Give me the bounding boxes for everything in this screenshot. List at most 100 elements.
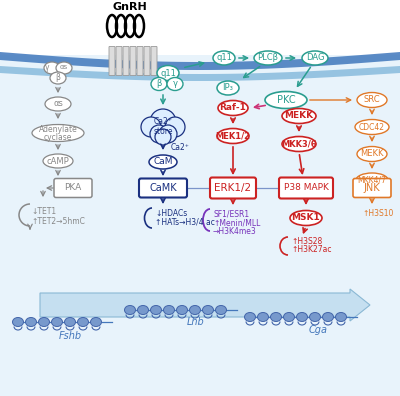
Ellipse shape	[213, 51, 235, 65]
Text: αs: αs	[53, 99, 63, 109]
Text: ↓TET1: ↓TET1	[31, 208, 56, 217]
Text: Raf-1: Raf-1	[220, 103, 246, 112]
Ellipse shape	[190, 305, 200, 314]
Circle shape	[141, 117, 161, 137]
Circle shape	[165, 117, 185, 137]
FancyBboxPatch shape	[109, 46, 115, 76]
Ellipse shape	[282, 109, 316, 124]
Ellipse shape	[124, 305, 136, 314]
Text: Adenylate: Adenylate	[39, 126, 77, 135]
Text: Ca2⁺: Ca2⁺	[171, 143, 190, 152]
Ellipse shape	[357, 93, 387, 107]
Ellipse shape	[217, 128, 249, 143]
Text: ↑HATs→H3/4 ac: ↑HATs→H3/4 ac	[155, 217, 215, 227]
FancyBboxPatch shape	[130, 46, 136, 76]
Ellipse shape	[45, 97, 71, 111]
Text: Ca2⁺: Ca2⁺	[154, 118, 172, 126]
Ellipse shape	[296, 312, 308, 322]
Polygon shape	[0, 66, 400, 81]
Ellipse shape	[336, 312, 346, 322]
Text: Fshb: Fshb	[58, 331, 82, 341]
Text: Cga: Cga	[308, 325, 328, 335]
Ellipse shape	[32, 124, 84, 141]
Ellipse shape	[50, 72, 66, 84]
Text: γ: γ	[172, 80, 178, 88]
Text: →H3K4me3: →H3K4me3	[213, 227, 257, 236]
Text: cyclase: cyclase	[44, 133, 72, 141]
Ellipse shape	[244, 312, 256, 322]
Text: CaMK: CaMK	[149, 183, 177, 193]
Ellipse shape	[78, 318, 88, 326]
Text: GnRH: GnRH	[113, 2, 147, 12]
FancyArrow shape	[40, 289, 370, 321]
Text: JNK: JNK	[364, 183, 380, 193]
Ellipse shape	[302, 51, 328, 65]
Ellipse shape	[217, 81, 239, 95]
Ellipse shape	[284, 312, 294, 322]
Ellipse shape	[355, 120, 389, 135]
Text: CDC42: CDC42	[359, 122, 385, 131]
Text: P38 MAPK: P38 MAPK	[284, 183, 328, 192]
FancyBboxPatch shape	[139, 179, 187, 198]
Ellipse shape	[52, 318, 62, 326]
Text: ↑Menin/MLL: ↑Menin/MLL	[213, 219, 260, 227]
Text: β: β	[156, 80, 162, 88]
Ellipse shape	[157, 65, 179, 80]
Ellipse shape	[90, 318, 102, 326]
FancyBboxPatch shape	[353, 179, 391, 198]
Ellipse shape	[164, 305, 174, 314]
Text: MEKK: MEKK	[284, 112, 314, 120]
Text: αs: αs	[60, 64, 68, 70]
FancyBboxPatch shape	[137, 46, 143, 76]
Text: ↑H3S10: ↑H3S10	[362, 209, 393, 219]
FancyBboxPatch shape	[54, 179, 92, 198]
Ellipse shape	[167, 78, 183, 91]
Ellipse shape	[357, 147, 387, 162]
Polygon shape	[0, 55, 400, 396]
Ellipse shape	[322, 312, 334, 322]
Ellipse shape	[254, 51, 282, 65]
Text: SF1/ESR1: SF1/ESR1	[213, 209, 249, 219]
Text: ↑H3S28: ↑H3S28	[291, 236, 322, 246]
Polygon shape	[0, 0, 400, 55]
Ellipse shape	[265, 91, 307, 109]
Polygon shape	[0, 52, 400, 70]
Text: γ: γ	[45, 63, 49, 72]
Ellipse shape	[282, 137, 316, 152]
FancyBboxPatch shape	[123, 46, 129, 76]
Ellipse shape	[26, 318, 36, 326]
Text: q11: q11	[160, 69, 176, 78]
Ellipse shape	[43, 154, 73, 168]
Ellipse shape	[270, 312, 282, 322]
Text: IP₃: IP₃	[222, 84, 234, 93]
Ellipse shape	[290, 211, 322, 225]
Text: ERK1/2: ERK1/2	[214, 183, 252, 193]
FancyBboxPatch shape	[116, 46, 122, 76]
Text: store: store	[153, 126, 173, 135]
Text: ↓HDACs: ↓HDACs	[155, 209, 187, 217]
Circle shape	[159, 125, 177, 143]
Ellipse shape	[218, 101, 248, 116]
Ellipse shape	[202, 305, 214, 314]
Circle shape	[150, 125, 168, 143]
Text: CaM: CaM	[153, 158, 173, 166]
Text: Lhb: Lhb	[187, 317, 205, 327]
Text: MKK3/6: MKK3/6	[281, 139, 317, 148]
Ellipse shape	[64, 318, 76, 326]
Ellipse shape	[258, 312, 268, 322]
Ellipse shape	[310, 312, 320, 322]
Text: ↑H3K27ac: ↑H3K27ac	[291, 246, 332, 255]
Ellipse shape	[150, 305, 162, 314]
FancyBboxPatch shape	[210, 177, 256, 198]
Ellipse shape	[151, 78, 167, 91]
Text: MKK4/7: MKK4/7	[358, 175, 386, 185]
Text: DAG: DAG	[306, 53, 324, 63]
Text: MSK1: MSK1	[292, 213, 320, 223]
Ellipse shape	[44, 62, 60, 74]
Ellipse shape	[216, 305, 226, 314]
Ellipse shape	[12, 318, 24, 326]
Ellipse shape	[149, 155, 177, 169]
Text: PLCβ: PLCβ	[258, 53, 278, 63]
Ellipse shape	[176, 305, 188, 314]
Text: ↑TET2→5hmC: ↑TET2→5hmC	[31, 217, 85, 225]
